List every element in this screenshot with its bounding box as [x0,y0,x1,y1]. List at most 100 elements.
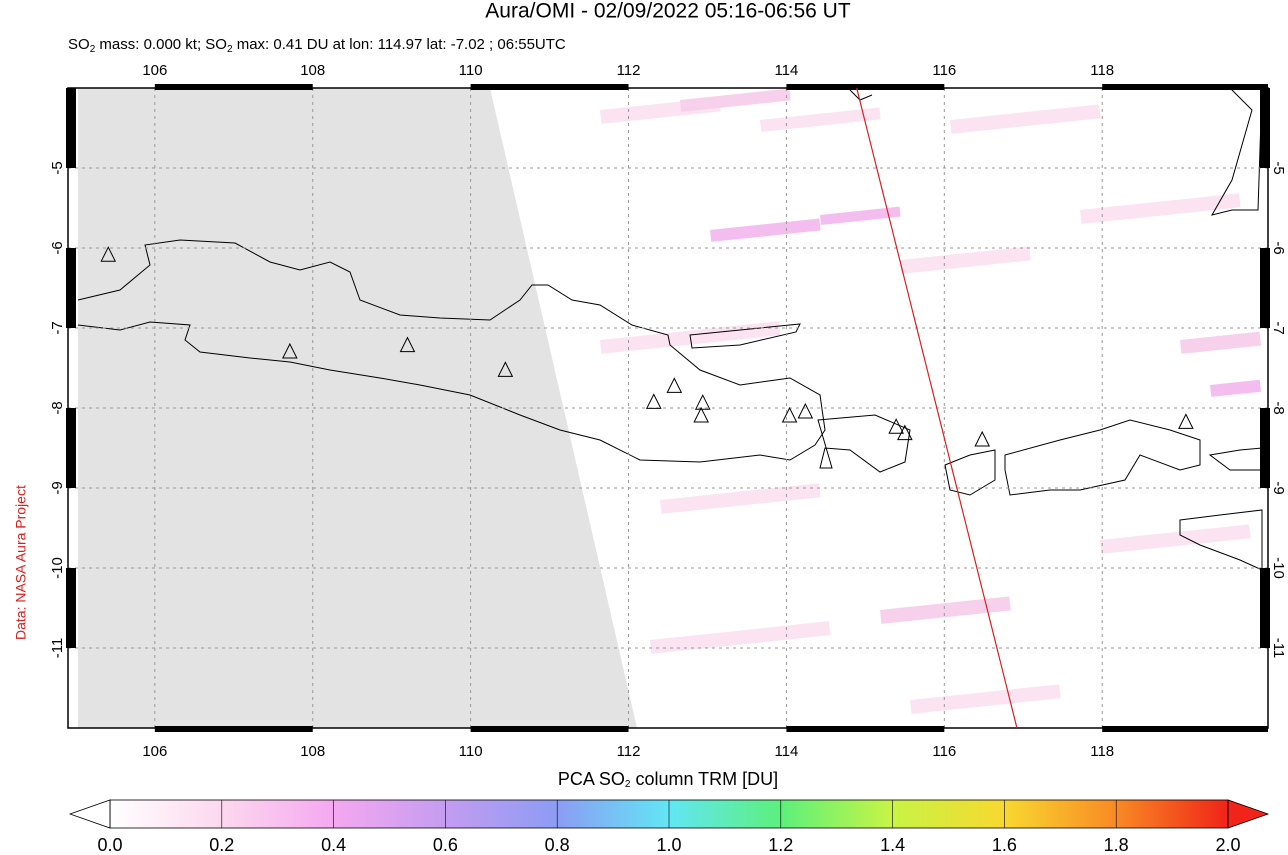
colorbar-tick-label: 0.0 [97,835,122,855]
x-tick-label-bottom: 118 [1090,743,1114,760]
x-tick-label-top: 106 [142,62,167,79]
y-tick-label-right: -9 [1270,481,1287,494]
frame-bar [470,726,629,732]
colorbar-tick-label: 1.4 [880,835,905,855]
volcano [974,430,991,447]
y-tick-label-right: -6 [1270,241,1287,254]
map [66,84,1270,732]
frame-bar [1102,726,1268,732]
coastline-bali [817,414,911,473]
coastline-sulawesi [1210,87,1263,216]
x-tick-label-bottom: 106 [142,743,167,760]
x-tick-label-bottom: 110 [459,743,483,760]
x-tick-label-top: 110 [459,62,483,79]
text-part: max: 0.41 DU at lon: 114.97 lat: -7.02 ;… [233,36,566,53]
frame-bar [786,84,945,90]
subscript: 2 [625,779,631,790]
stripe [880,596,1011,624]
volcano [645,393,662,409]
y-tick-label-left: -7 [49,321,66,334]
subscript: 2 [90,44,96,55]
volcano [797,402,814,419]
frame-bar [66,248,76,328]
retrieval-stripes [600,88,1262,714]
volcano [888,418,904,434]
frame-bar [1260,88,1270,168]
volcano [694,394,711,410]
grid [68,88,1268,728]
volcano [1178,413,1194,429]
stripe [680,88,791,112]
y-tick-label-left: -10 [49,557,66,579]
colorbar-tick-label: 1.8 [1104,835,1129,855]
text-part: mass: 0.000 kt; SO [95,36,227,53]
stripe [1180,331,1262,354]
x-tick-label-top: 108 [300,62,325,79]
colorbar-tick-label: 1.2 [768,835,793,855]
volcano [781,406,798,423]
volcano [497,361,514,377]
text-part: PCA SO [558,769,625,789]
frame-bar [1260,408,1270,488]
coastline-sumba [1179,509,1263,571]
frame-bar [1260,568,1270,648]
title: Aura/OMI - 02/09/2022 05:16-06:56 UT [485,0,851,23]
y-tick-label-left: -5 [49,161,66,174]
subtitle: SO2 mass: 0.000 kt; SO2 max: 0.41 DU at … [68,36,566,55]
volcano [100,246,117,262]
orbit-track [856,87,1018,729]
stripe [760,107,881,132]
x-tick-label-top: 112 [617,62,641,79]
y-tick-label-left: -6 [49,241,66,254]
text-part: SO [68,36,90,53]
stripe [650,621,831,654]
stripe [710,218,821,242]
colorbar-high-end [1227,799,1270,829]
frame-bar [154,84,313,90]
x-tick-label-top: 116 [932,62,956,79]
y-tick-label-left: -9 [49,481,66,494]
subscript: 2 [227,44,233,55]
frame-bar [1260,248,1270,328]
x-tick-label-top: 118 [1090,62,1114,79]
x-tick-label-top: 114 [774,62,798,79]
y-tick-label-right: -5 [1270,161,1287,174]
colorbar-label: PCA SO2 column TRM [DU] [558,769,778,790]
credit: Data: NASA Aura Project [13,485,29,640]
colorbar-tick-label: 2.0 [1215,835,1240,855]
volcano [693,406,709,423]
frame-bar [154,726,313,732]
coastline-java [77,239,826,463]
x-tick-label-bottom: 116 [932,743,956,760]
stripe [1080,193,1241,224]
x-tick-label-bottom: 108 [300,743,325,760]
colorbar-tick-label: 0.2 [209,835,234,855]
stripe [949,104,1101,134]
volcano [399,336,416,353]
colorbar-tick-label: 0.6 [433,835,458,855]
colorbar-tick-label: 0.4 [321,835,346,855]
frame-bar [786,726,945,732]
y-tick-label-left: -11 [49,638,66,659]
volcano [666,377,683,393]
coastline-madura [689,323,801,349]
frame-bars [66,84,1270,732]
x-tick-label-bottom: 114 [774,743,798,760]
stripe [910,684,1061,714]
map-marks [100,87,1194,729]
frame-bar [66,408,76,488]
frame-bar [470,84,629,90]
coastlines [77,87,1263,571]
stripe [659,483,821,514]
stripe [900,246,1031,274]
colorbar-tick-label: 0.8 [545,835,570,855]
x-tick-label-bottom: 112 [617,743,641,760]
frame-bar [1102,84,1268,90]
y-tick-label-right: -11 [1270,638,1287,659]
y-tick-label-right: -10 [1270,557,1287,579]
text-part: column TRM [DU] [630,769,778,789]
coastline-sumbawa [1004,419,1201,496]
frame-bar [66,568,76,648]
colorbar-tick-label: 1.6 [992,835,1017,855]
